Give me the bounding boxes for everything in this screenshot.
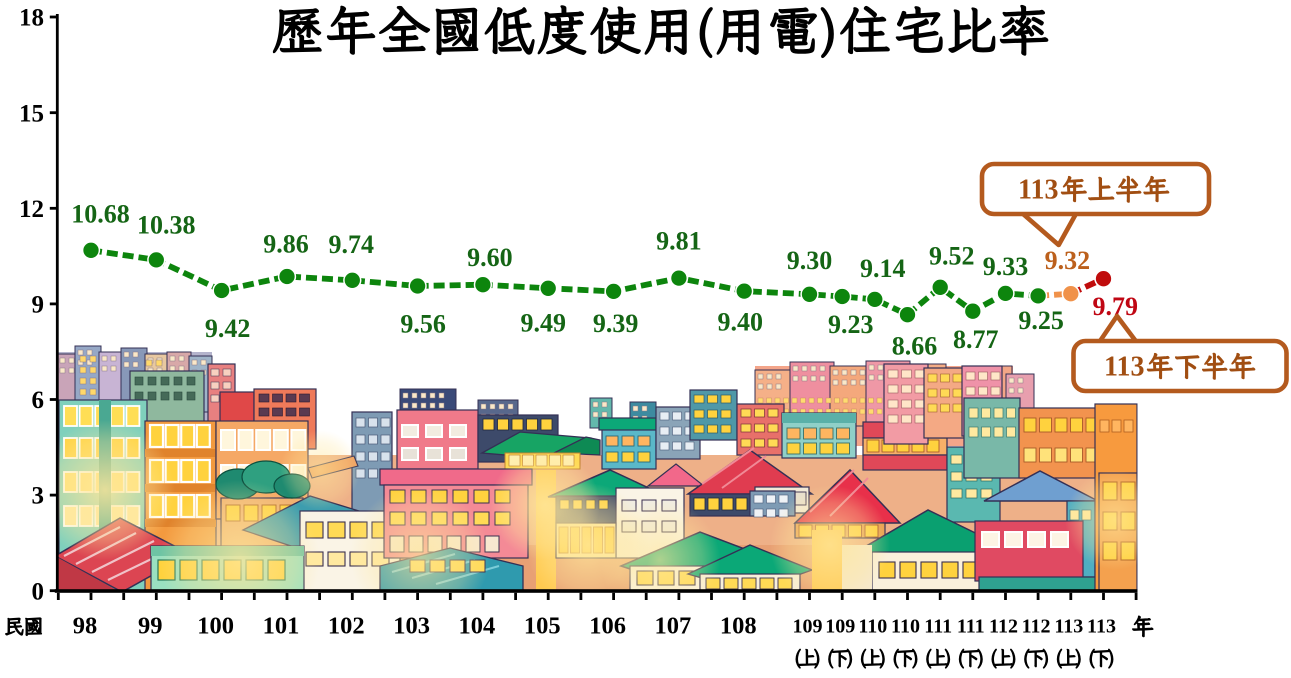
svg-text:9: 9 [32, 292, 45, 319]
svg-text:8.66: 8.66 [892, 332, 938, 361]
svg-text:6: 6 [32, 387, 45, 414]
svg-text:113: 113 [1018, 175, 1058, 206]
svg-text:106: 106 [589, 613, 626, 640]
svg-text:9.14: 9.14 [860, 254, 906, 283]
svg-text:9.23: 9.23 [828, 310, 874, 339]
svg-text:101: 101 [263, 613, 300, 640]
svg-text:113: 113 [1054, 616, 1083, 638]
svg-text:103: 103 [393, 613, 430, 640]
svg-text:112: 112 [989, 616, 1018, 638]
svg-text:99: 99 [138, 613, 163, 640]
svg-text:12: 12 [19, 196, 44, 223]
svg-text:9.40: 9.40 [717, 308, 763, 337]
svg-text:9.81: 9.81 [656, 227, 702, 256]
svg-text:100: 100 [197, 613, 234, 640]
svg-text:15: 15 [19, 100, 44, 127]
svg-text:111: 111 [957, 616, 985, 638]
svg-text:112: 112 [1022, 616, 1051, 638]
svg-text:3: 3 [32, 483, 45, 510]
svg-text:109: 109 [825, 616, 855, 638]
svg-text:109: 109 [793, 616, 823, 638]
svg-text:113: 113 [1104, 352, 1144, 383]
svg-text:9.32: 9.32 [1045, 246, 1091, 275]
svg-text:98: 98 [73, 613, 98, 640]
svg-text:9.33: 9.33 [983, 252, 1029, 281]
svg-text:9.86: 9.86 [263, 230, 309, 259]
svg-text:10.38: 10.38 [137, 211, 196, 240]
svg-text:9.74: 9.74 [329, 230, 375, 259]
svg-text:9.60: 9.60 [467, 243, 513, 272]
svg-text:9.30: 9.30 [787, 246, 833, 275]
svg-text:105: 105 [524, 613, 561, 640]
svg-text:9.52: 9.52 [929, 241, 975, 270]
svg-text:0: 0 [32, 578, 45, 605]
svg-text:102: 102 [328, 613, 365, 640]
svg-text:111: 111 [924, 616, 952, 638]
svg-text:108: 108 [720, 613, 757, 640]
svg-text:107: 107 [655, 613, 692, 640]
svg-text:18: 18 [19, 5, 44, 32]
svg-text:9.39: 9.39 [593, 309, 639, 338]
svg-text:9.25: 9.25 [1018, 306, 1064, 335]
svg-text:110: 110 [858, 616, 887, 638]
svg-text:110: 110 [891, 616, 920, 638]
svg-text:9.56: 9.56 [400, 310, 446, 339]
svg-text:113: 113 [1087, 616, 1116, 638]
svg-text:9.49: 9.49 [520, 308, 566, 337]
svg-text:8.77: 8.77 [953, 325, 999, 354]
svg-text:104: 104 [459, 613, 496, 640]
svg-text:9.42: 9.42 [205, 314, 251, 343]
svg-text:10.68: 10.68 [71, 200, 130, 229]
